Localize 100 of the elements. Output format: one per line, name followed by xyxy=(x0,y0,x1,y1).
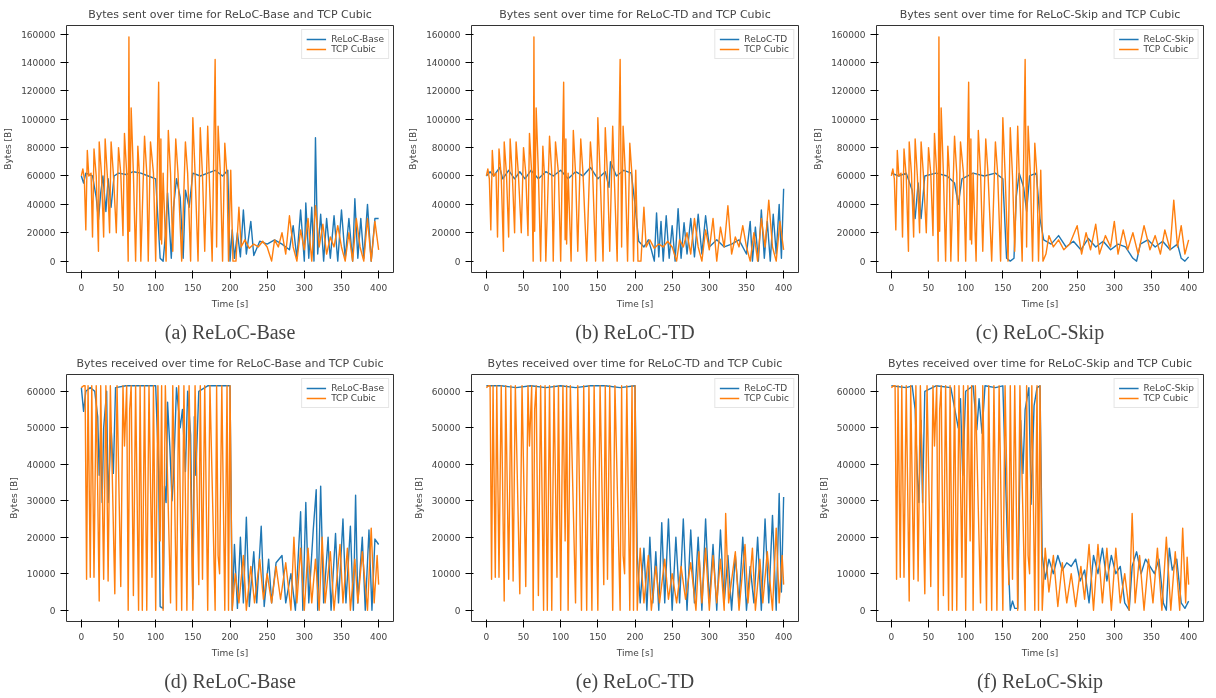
y-tick-label: 40000 xyxy=(26,459,56,470)
text: (f) ReLoC-Skip xyxy=(976,669,1104,693)
x-tick-label: 0 xyxy=(78,282,85,293)
y-axis-title: Bytes [B] xyxy=(818,477,829,519)
y-tick-label: 0 xyxy=(454,605,461,616)
y-tick-label: 100000 xyxy=(426,114,461,125)
x-tick-label: 250 xyxy=(1068,631,1087,642)
legend-label: TCP Cubic xyxy=(744,393,789,403)
y-tick-label: 100000 xyxy=(831,114,866,125)
y-tick-label: 10000 xyxy=(431,569,461,580)
legend-label: TCP Cubic xyxy=(331,44,376,54)
x-tick-label: 150 xyxy=(994,631,1012,642)
y-axis-title: Bytes [B] xyxy=(3,128,14,170)
y-tick-label: 80000 xyxy=(26,143,56,154)
chart-title: Bytes received over time for ReLoC-Base and TCP Cubic xyxy=(76,356,384,370)
x-tick-label: 400 xyxy=(370,631,388,642)
x-tick-label: 300 xyxy=(295,282,314,293)
x-tick-label: 0 xyxy=(483,631,490,642)
chart-title: Bytes sent over time for ReLoC-Skip and TCP Cubic xyxy=(899,7,1181,21)
x-tick-label: 400 xyxy=(775,631,793,642)
x-tick-label: 300 xyxy=(295,631,314,642)
legend-label: TCP Cubic xyxy=(1143,44,1189,54)
x-tick-label: 200 xyxy=(221,631,239,642)
text: (a) ReLoC-Base xyxy=(164,320,296,344)
y-tick-label: 10000 xyxy=(836,569,866,580)
chart-title: Bytes sent over time for ReLoC-Base and TCP Cubic xyxy=(88,7,372,21)
x-tick-label: 250 xyxy=(1068,282,1087,293)
y-tick-label: 40000 xyxy=(836,199,866,210)
x-tick-label: 200 xyxy=(1031,282,1049,293)
x-tick-label: 200 xyxy=(221,282,239,293)
y-tick-label: 60000 xyxy=(836,386,866,397)
x-tick-label: 350 xyxy=(1142,631,1161,642)
x-tick-label: 400 xyxy=(775,282,793,293)
legend-label: TCP Cubic xyxy=(1143,393,1189,403)
y-axis-title: Bytes [B] xyxy=(413,477,424,519)
legend-label: ReLoC-Skip xyxy=(1143,34,1194,44)
x-tick-label: 100 xyxy=(957,282,975,293)
legend-label: TCP Cubic xyxy=(331,393,376,403)
x-tick-label: 350 xyxy=(1142,282,1161,293)
y-tick-label: 120000 xyxy=(831,86,866,97)
y-tick-label: 20000 xyxy=(431,532,461,543)
y-tick-label: 30000 xyxy=(431,496,461,507)
x-axis-title: Time [s] xyxy=(615,647,654,658)
x-tick-label: 400 xyxy=(1180,631,1198,642)
y-tick-label: 140000 xyxy=(426,57,461,68)
x-tick-label: 300 xyxy=(1105,631,1124,642)
x-tick-label: 250 xyxy=(258,631,277,642)
y-tick-label: 40000 xyxy=(836,459,866,470)
x-tick-label: 350 xyxy=(737,282,756,293)
x-tick-label: 400 xyxy=(1180,282,1198,293)
y-tick-label: 0 xyxy=(49,256,56,267)
y-tick-label: 0 xyxy=(859,256,866,267)
chart-title: Bytes received over time for ReLoC-Skip and TCP Cubic xyxy=(888,356,1192,370)
x-tick-label: 250 xyxy=(663,631,682,642)
y-tick-label: 60000 xyxy=(26,386,56,397)
y-tick-label: 40000 xyxy=(431,199,461,210)
y-tick-label: 20000 xyxy=(431,228,461,239)
x-tick-label: 0 xyxy=(888,631,895,642)
text: (e) ReLoC-TD xyxy=(575,669,695,693)
x-tick-label: 100 xyxy=(957,631,975,642)
y-tick-label: 140000 xyxy=(831,57,866,68)
y-tick-label: 120000 xyxy=(21,86,56,97)
y-axis-title: Bytes [B] xyxy=(408,128,419,170)
y-tick-label: 60000 xyxy=(26,171,56,182)
x-axis-title: Time [s] xyxy=(1020,647,1059,658)
y-tick-label: 50000 xyxy=(431,423,461,434)
chart-title: Bytes received over time for ReLoC-TD and TCP Cubic xyxy=(487,356,783,370)
y-tick-label: 60000 xyxy=(836,171,866,182)
x-tick-label: 100 xyxy=(147,282,165,293)
x-tick-label: 350 xyxy=(332,282,351,293)
y-tick-label: 40000 xyxy=(431,459,461,470)
x-tick-label: 100 xyxy=(552,282,570,293)
y-tick-label: 10000 xyxy=(26,569,56,580)
y-tick-label: 20000 xyxy=(26,532,56,543)
x-tick-label: 0 xyxy=(78,631,85,642)
y-tick-label: 0 xyxy=(859,605,866,616)
y-tick-label: 50000 xyxy=(836,423,866,434)
y-axis-title: Bytes [B] xyxy=(813,128,824,170)
x-tick-label: 0 xyxy=(483,282,490,293)
x-tick-label: 50 xyxy=(112,282,125,293)
y-tick-label: 80000 xyxy=(836,143,866,154)
y-tick-label: 160000 xyxy=(831,29,866,40)
x-tick-label: 150 xyxy=(589,282,607,293)
x-axis-title: Time [s] xyxy=(615,298,654,309)
y-tick-label: 20000 xyxy=(836,532,866,543)
y-tick-label: 60000 xyxy=(431,386,461,397)
legend-label: ReLoC-TD xyxy=(744,383,788,393)
x-tick-label: 200 xyxy=(1031,631,1049,642)
x-axis-title: Time [s] xyxy=(210,647,249,658)
x-tick-label: 150 xyxy=(184,282,202,293)
y-axis-title: Bytes [B] xyxy=(8,477,19,519)
y-tick-label: 160000 xyxy=(21,29,56,40)
x-tick-label: 250 xyxy=(663,282,682,293)
text: (d) ReLoC-Base xyxy=(164,669,296,693)
x-tick-label: 50 xyxy=(517,631,530,642)
x-tick-label: 100 xyxy=(552,631,570,642)
y-tick-label: 0 xyxy=(49,605,56,616)
y-tick-label: 0 xyxy=(454,256,461,267)
x-tick-label: 350 xyxy=(332,631,351,642)
y-tick-label: 100000 xyxy=(21,114,56,125)
